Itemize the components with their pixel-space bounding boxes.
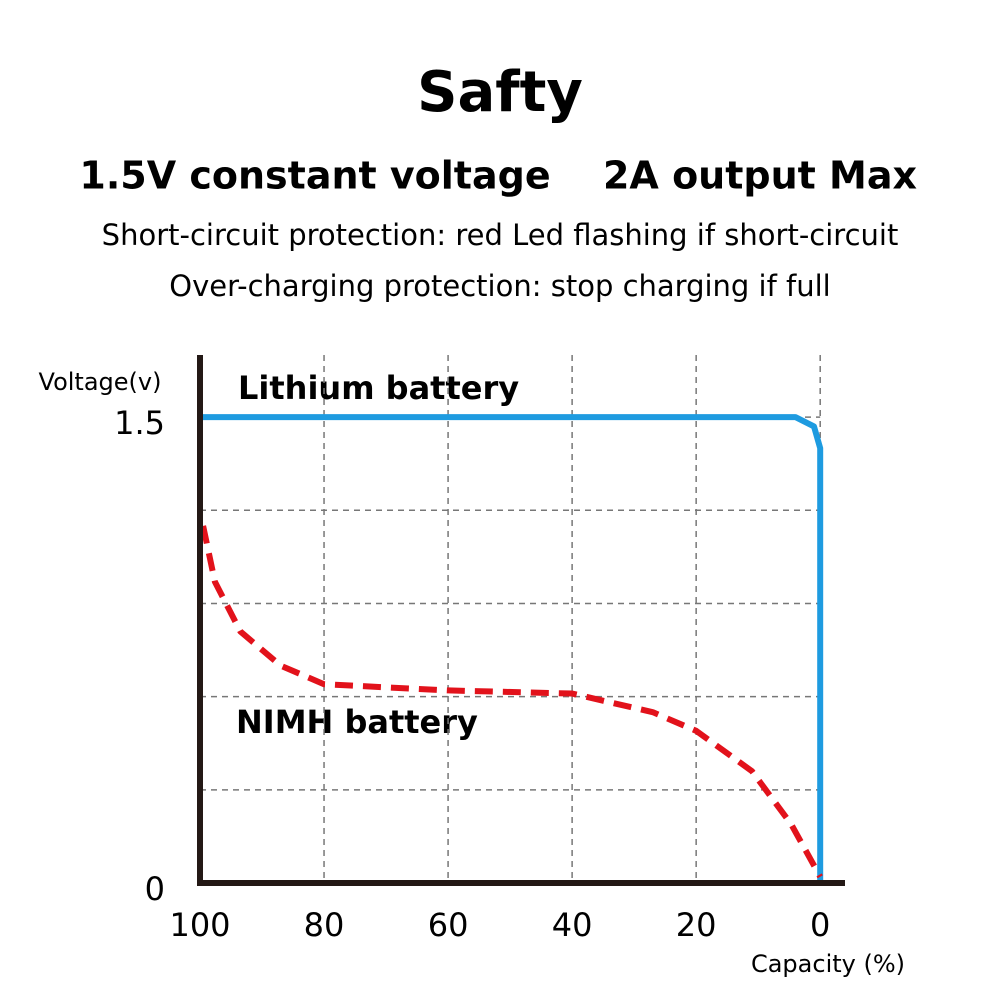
x-axis-label: Capacity (%) (751, 950, 905, 978)
y-axis-label: Voltage(v) (39, 368, 162, 396)
note: Over-charging protection: stop charging … (169, 269, 831, 303)
series-label: Lithium battery (238, 369, 519, 407)
x-tick-label: 0 (810, 906, 830, 944)
x-tick-label: 100 (169, 906, 230, 944)
line (200, 414, 824, 883)
x-tick-label: 20 (676, 906, 717, 944)
subtitle: 2A output Max (603, 154, 917, 198)
x-tick-label: 60 (428, 906, 469, 944)
chart-title: Safty (417, 60, 583, 125)
x-tick-label: 40 (552, 906, 593, 944)
line (200, 525, 823, 879)
series-label: NIMH battery (236, 703, 478, 741)
x-tick-label: 80 (304, 906, 345, 944)
subtitle: 1.5V constant voltage (79, 154, 550, 198)
note: Short-circuit protection: red Led flashi… (102, 218, 899, 252)
y-tick-label: 1.5 (114, 404, 165, 442)
y-tick-label: 0 (145, 870, 165, 908)
